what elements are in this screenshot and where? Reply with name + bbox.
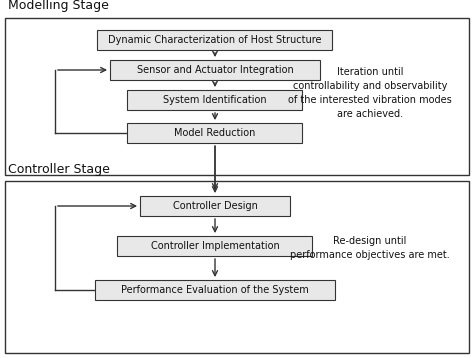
FancyBboxPatch shape [110,60,320,80]
FancyBboxPatch shape [118,236,312,256]
Text: Modelling Stage: Modelling Stage [8,0,109,13]
FancyBboxPatch shape [140,196,290,216]
Text: System Identification: System Identification [163,95,267,105]
FancyBboxPatch shape [95,280,335,300]
Bar [5,18,469,175]
Text: Performance Evaluation of the System: Performance Evaluation of the System [121,285,309,295]
Text: Controller Implementation: Controller Implementation [151,241,279,251]
FancyBboxPatch shape [128,90,302,110]
FancyBboxPatch shape [128,123,302,143]
FancyBboxPatch shape [98,30,332,50]
Text: Re-design until
performance objectives are met.: Re-design until performance objectives a… [290,236,450,260]
Text: Controller Design: Controller Design [173,201,257,211]
Text: Model Reduction: Model Reduction [174,128,255,138]
Text: Iteration until
controllability and observability
of the interested vibration mo: Iteration until controllability and obse… [288,67,452,119]
Text: Controller Stage: Controller Stage [8,164,110,176]
Text: Dynamic Characterization of Host Structure: Dynamic Characterization of Host Structu… [108,35,322,45]
Text: Sensor and Actuator Integration: Sensor and Actuator Integration [137,65,293,75]
Bar [5,181,469,353]
